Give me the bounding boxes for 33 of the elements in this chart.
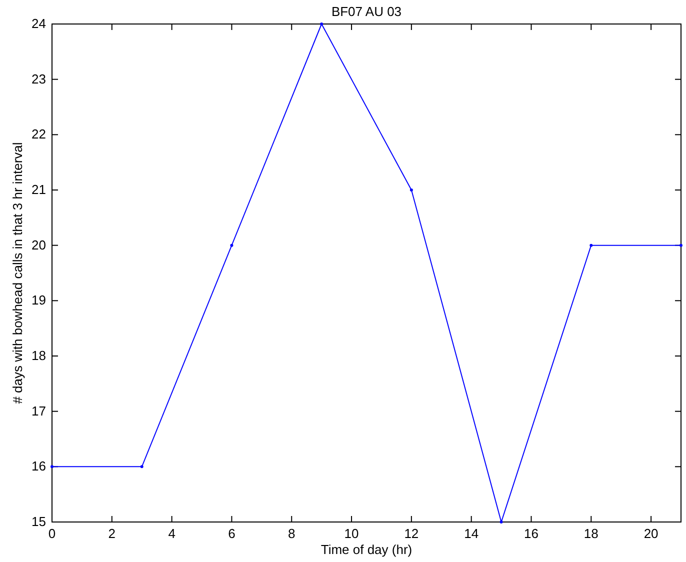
x-tick-label: 18 [584, 526, 598, 541]
y-axis-title: # days with bowhead calls in that 3 hr interval [10, 142, 25, 404]
x-tick-label: 20 [644, 526, 658, 541]
y-tick-label: 20 [32, 237, 46, 252]
point [50, 465, 54, 468]
chart-title: BF07 AU 03 [331, 4, 402, 19]
point [680, 244, 682, 247]
line-series [50, 22, 682, 524]
x-tick-label: 8 [288, 526, 296, 541]
x-tick-label: 0 [48, 526, 56, 541]
y-tick-label: 18 [32, 348, 46, 363]
y-tick-label: 19 [32, 292, 46, 308]
point [140, 465, 144, 468]
y-tick-label: 21 [32, 182, 46, 197]
y-tick-label: 16 [32, 458, 46, 474]
x-tick-label: 6 [228, 526, 236, 541]
x-tick-label: 16 [524, 526, 538, 541]
y-tick-label: 23 [32, 71, 46, 86]
y-tick-label: 22 [32, 126, 46, 142]
y-tick-label: 17 [32, 403, 46, 418]
x-axis-title: Time of day (hr) [320, 542, 412, 557]
point [590, 244, 593, 247]
x-tick-label: 14 [464, 526, 479, 541]
x-tick-label: 4 [168, 526, 176, 541]
x-tick-label: 2 [108, 526, 116, 541]
point [410, 188, 413, 192]
x-tick-label: 12 [404, 526, 419, 541]
x-tick-label: 10 [344, 526, 359, 541]
point [500, 520, 503, 524]
y-tick-label: 24 [32, 16, 46, 31]
point [320, 22, 324, 26]
y-tick-label: 15 [32, 514, 46, 529]
point [230, 244, 234, 247]
